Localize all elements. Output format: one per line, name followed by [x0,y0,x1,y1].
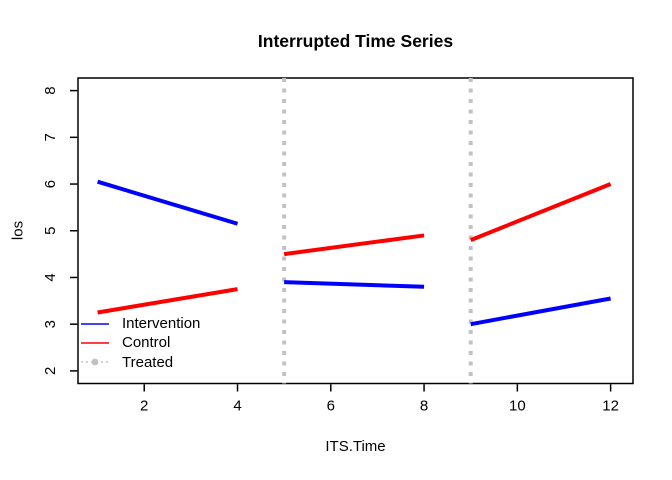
series-control-segment [283,233,425,257]
x-tick-label: 12 [602,398,619,415]
series-intervention-segment [284,280,425,289]
y-tick-label: 3 [42,320,59,328]
legend-sample-marker [91,358,99,366]
y-tick-label: 5 [42,227,59,235]
series-control-segment [469,182,612,242]
legend-line-sample-icon [81,342,109,344]
legend-item-intervention: Intervention [80,314,200,333]
series-control-segment [97,287,238,315]
legend-label: Intervention [122,315,201,332]
legend-line-sample-icon [81,358,109,366]
x-tick-label: 4 [233,398,241,415]
x-tick-label: 10 [509,398,526,415]
legend-label: Treated [122,353,174,371]
legend-item-control: Control [80,333,200,352]
y-tick-label: 7 [42,133,59,141]
series-intervention-segment [97,179,239,226]
legend-line-sample-icon [81,322,109,325]
y-axis-label: los [9,220,27,241]
legend-item-treated: Treated [80,353,200,372]
y-tick-label: 4 [42,273,59,281]
x-tick-label: 6 [327,398,335,415]
plot-box [77,77,634,385]
legend-label: Control [122,334,171,352]
y-tick-label: 2 [42,367,59,375]
x-tick-label: 8 [420,398,428,415]
x-axis-label: ITS.Time [325,438,386,455]
series-intervention-segment [470,296,611,327]
y-tick-label: 8 [42,86,59,94]
chart-title: Interrupted Time Series [257,31,454,51]
x-tick-label: 2 [140,398,148,415]
y-tick-label: 6 [42,180,59,188]
legend: Intervention Control Treated [80,314,200,372]
